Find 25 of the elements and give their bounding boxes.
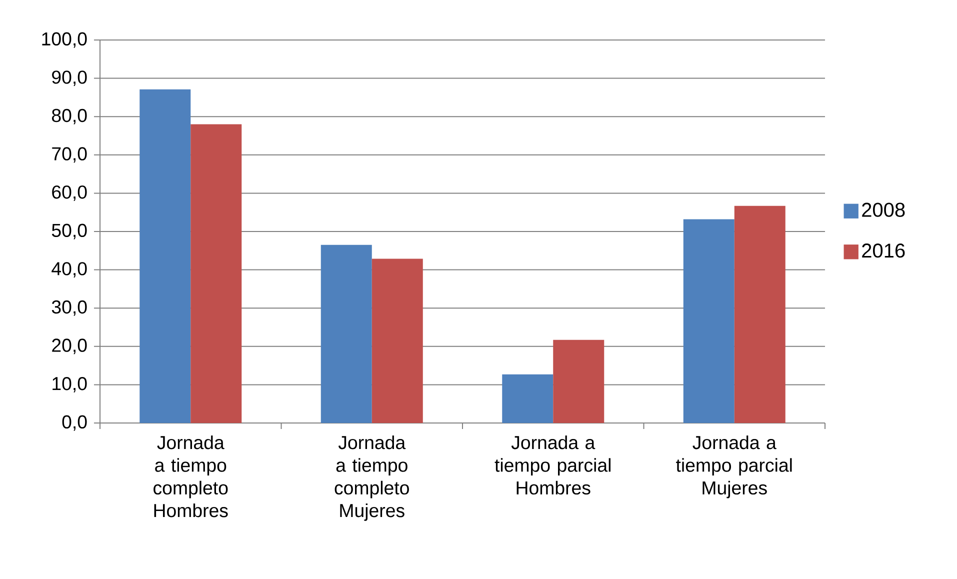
y-tick-label: 100,0 xyxy=(42,32,87,48)
y-tick-label: 20,0 xyxy=(52,338,87,354)
y-tick-label: 30,0 xyxy=(52,300,87,316)
y-tick-label: 50,0 xyxy=(52,224,87,240)
x-tick-label: Jornada a tiempo completo Hombres xyxy=(154,435,228,518)
x-tick-label: Jornada a tiempo parcial Mujeres xyxy=(676,435,792,498)
y-tick-label: 0,0 xyxy=(62,415,87,431)
bar xyxy=(372,258,423,423)
legend-label: 2016 xyxy=(862,243,905,258)
x-tick-label: Jornada a tiempo completo Mujeres xyxy=(334,435,409,521)
bar xyxy=(320,244,372,423)
bar xyxy=(502,374,554,423)
y-tick-label: 70,0 xyxy=(52,147,87,163)
bar xyxy=(683,219,734,423)
y-tick-label: 60,0 xyxy=(52,185,87,201)
y-tick-label: 80,0 xyxy=(52,108,87,124)
legend-label: 2008 xyxy=(862,202,905,217)
bar xyxy=(140,89,191,423)
x-tick-label: Jornada a tiempo parcial Hombres xyxy=(494,435,610,495)
y-tick-label: 40,0 xyxy=(52,262,87,278)
y-tick-label: 10,0 xyxy=(52,376,87,392)
bar xyxy=(734,206,786,423)
bar xyxy=(553,340,604,423)
bar xyxy=(190,124,242,423)
y-tick-label: 90,0 xyxy=(52,70,87,86)
